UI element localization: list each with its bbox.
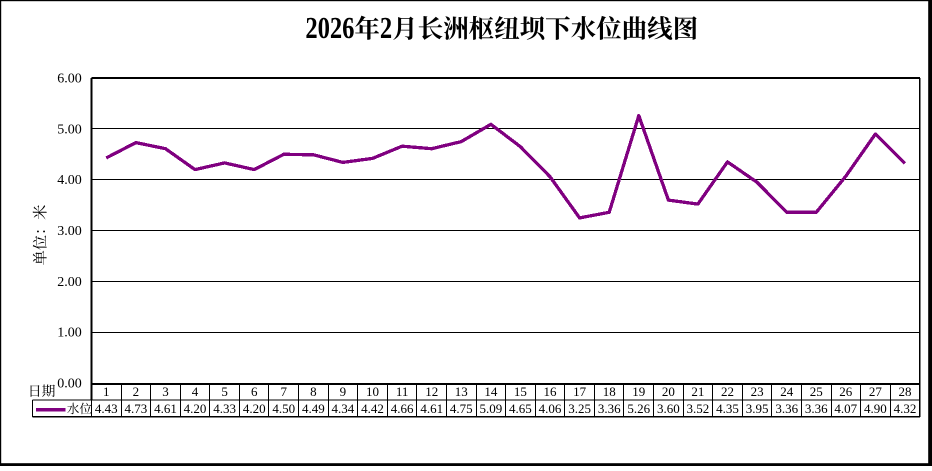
svg-text:7: 7	[281, 384, 288, 399]
svg-text:4.90: 4.90	[864, 401, 887, 416]
svg-text:12: 12	[425, 384, 438, 399]
svg-text:3.52: 3.52	[687, 401, 710, 416]
svg-text:23: 23	[751, 384, 764, 399]
svg-text:4.00: 4.00	[57, 173, 82, 188]
svg-text:3.60: 3.60	[657, 401, 680, 416]
svg-text:4.06: 4.06	[539, 401, 562, 416]
svg-text:6.00: 6.00	[57, 71, 82, 86]
svg-text:0.00: 0.00	[57, 377, 82, 392]
svg-text:11: 11	[396, 384, 409, 399]
svg-text:1.00: 1.00	[57, 326, 82, 341]
svg-text:6: 6	[251, 384, 258, 399]
svg-text:19: 19	[632, 384, 645, 399]
svg-text:10: 10	[366, 384, 379, 399]
svg-text:4.34: 4.34	[332, 401, 355, 416]
svg-text:2.00: 2.00	[57, 275, 82, 290]
svg-text:4.73: 4.73	[125, 401, 148, 416]
svg-text:3: 3	[162, 384, 169, 399]
svg-text:4.42: 4.42	[361, 401, 384, 416]
svg-text:5.09: 5.09	[480, 401, 503, 416]
svg-text:16: 16	[544, 384, 558, 399]
svg-text:24: 24	[780, 384, 794, 399]
svg-text:4.49: 4.49	[302, 401, 325, 416]
svg-text:3.36: 3.36	[805, 401, 828, 416]
svg-text:4.35: 4.35	[716, 401, 739, 416]
svg-text:3.36: 3.36	[775, 401, 798, 416]
svg-text:4.20: 4.20	[184, 401, 207, 416]
svg-text:2: 2	[133, 384, 140, 399]
svg-text:1: 1	[103, 384, 110, 399]
svg-text:4.32: 4.32	[894, 401, 917, 416]
svg-text:28: 28	[899, 384, 912, 399]
svg-text:15: 15	[514, 384, 527, 399]
svg-text:3.25: 3.25	[568, 401, 591, 416]
svg-text:4.43: 4.43	[95, 401, 118, 416]
svg-text:27: 27	[869, 384, 883, 399]
svg-text:3.36: 3.36	[598, 401, 621, 416]
svg-text:4.20: 4.20	[243, 401, 266, 416]
svg-text:5.26: 5.26	[627, 401, 650, 416]
svg-text:4.65: 4.65	[509, 401, 532, 416]
svg-text:25: 25	[810, 384, 823, 399]
svg-text:18: 18	[603, 384, 616, 399]
svg-text:4.75: 4.75	[450, 401, 473, 416]
svg-text:21: 21	[691, 384, 704, 399]
svg-text:4.66: 4.66	[391, 401, 414, 416]
svg-text:20: 20	[662, 384, 675, 399]
svg-text:4.50: 4.50	[272, 401, 295, 416]
svg-text:4.07: 4.07	[834, 401, 857, 416]
svg-text:8: 8	[310, 384, 317, 399]
svg-text:26: 26	[839, 384, 853, 399]
svg-text:22: 22	[721, 384, 734, 399]
svg-text:3.95: 3.95	[746, 401, 769, 416]
svg-text:4.61: 4.61	[154, 401, 177, 416]
svg-text:14: 14	[484, 384, 498, 399]
svg-text:17: 17	[573, 384, 587, 399]
svg-text:13: 13	[455, 384, 468, 399]
svg-text:4.33: 4.33	[213, 401, 236, 416]
svg-text:5: 5	[221, 384, 228, 399]
svg-text:9: 9	[340, 384, 347, 399]
svg-text:4: 4	[192, 384, 199, 399]
svg-text:3.00: 3.00	[57, 224, 82, 239]
svg-text:5.00: 5.00	[57, 122, 82, 137]
svg-text:4.61: 4.61	[420, 401, 443, 416]
